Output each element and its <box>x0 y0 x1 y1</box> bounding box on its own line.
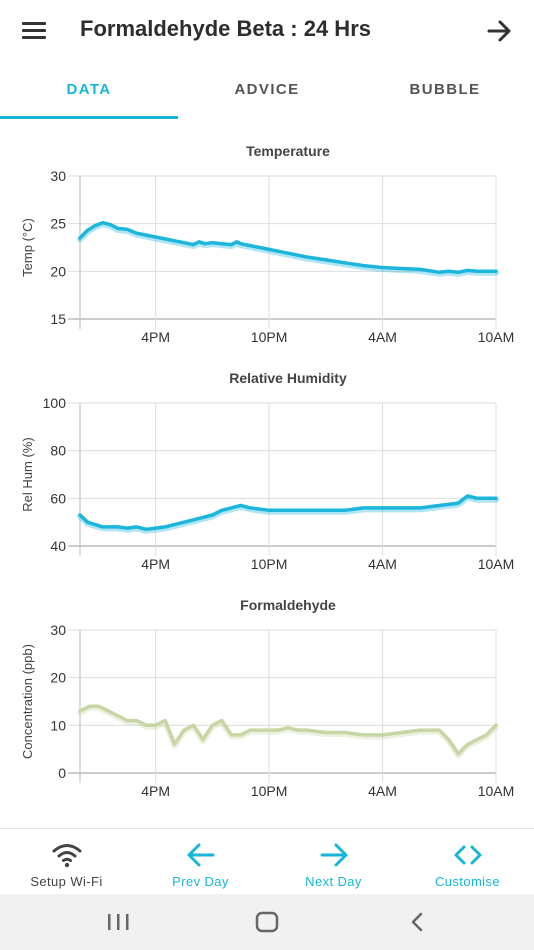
x-tick-label: 10PM <box>251 783 288 799</box>
arrow-right-icon <box>320 843 347 867</box>
tab-advice[interactable]: ADVICE <box>234 81 300 98</box>
series-line-shadow <box>77 221 499 277</box>
x-tick-label: 4AM <box>368 556 397 572</box>
y-tick-label: 15 <box>50 311 66 327</box>
series-line <box>78 704 498 756</box>
app-bar: Formaldehyde Beta : 24 Hrs <box>0 0 534 62</box>
back-icon[interactable] <box>398 908 438 936</box>
tab-indicator <box>0 116 178 119</box>
x-tick-label: 4PM <box>141 329 170 345</box>
x-tick-label: 10AM <box>478 329 515 345</box>
system-nav-bar <box>0 894 534 950</box>
y-tick-label: 0 <box>58 765 66 781</box>
y-tick-label: 80 <box>50 443 66 459</box>
x-tick-label: 10AM <box>478 556 515 572</box>
menu-icon[interactable] <box>20 19 50 43</box>
y-axis-label: Concentration (ppb) <box>20 644 35 759</box>
series-line <box>78 494 498 532</box>
arrow-right-icon[interactable] <box>484 16 516 46</box>
x-tick-label: 4AM <box>368 783 397 799</box>
bottom-nav: Setup Wi-Fi Prev Day Next Day Customise <box>0 828 534 895</box>
chart-title: Temperature <box>246 143 330 159</box>
y-tick-label: 30 <box>50 168 66 184</box>
home-icon[interactable] <box>247 908 287 936</box>
recents-icon[interactable] <box>98 908 138 936</box>
y-tick-label: 40 <box>50 538 66 554</box>
y-tick-label: 20 <box>50 263 66 279</box>
y-tick-label: 30 <box>50 622 66 638</box>
code-brackets-icon <box>454 845 481 865</box>
x-tick-label: 10AM <box>478 783 515 799</box>
customise-button[interactable]: Customise <box>401 829 534 895</box>
x-tick-label: 4PM <box>141 556 170 572</box>
prev-day-button[interactable]: Prev Day <box>134 829 267 895</box>
y-axis-label: Rel Hum (%) <box>20 437 35 511</box>
chart-title: Formaldehyde <box>240 597 336 613</box>
series-line <box>78 220 498 275</box>
prev-day-label: Prev Day <box>172 874 229 889</box>
setup-wifi-label: Setup Wi-Fi <box>30 874 103 889</box>
customise-label: Customise <box>434 874 500 889</box>
x-tick-label: 4PM <box>141 783 170 799</box>
x-tick-label: 10PM <box>251 556 288 572</box>
charts-area: Temperature Temp (°C) 30 25 20 15 4PM 10PM 4AM 10… <box>0 130 534 820</box>
y-tick-label: 10 <box>50 717 66 733</box>
series-line-shadow <box>77 494 499 534</box>
wifi-icon <box>52 844 81 868</box>
page-title: Formaldehyde Beta : 24 Hrs <box>80 16 371 41</box>
humidity-chart: Relative Humidity Rel Hum (%) 100 80 60 40 4PM… <box>20 370 515 572</box>
setup-wifi-button[interactable]: Setup Wi-Fi <box>0 829 133 895</box>
arrow-left-icon <box>187 843 214 867</box>
temperature-chart: Temperature Temp (°C) 30 25 20 15 4PM 10PM 4AM 10… <box>20 143 515 345</box>
x-tick-label: 4AM <box>368 329 397 345</box>
tab-bar: DATA ADVICE BUBBLE <box>0 62 534 120</box>
chart-title: Relative Humidity <box>229 370 347 386</box>
tab-data[interactable]: DATA <box>66 81 112 98</box>
y-tick-label: 100 <box>43 395 67 411</box>
y-tick-label: 60 <box>50 490 66 506</box>
y-axis-label: Temp (°C) <box>20 218 35 277</box>
y-tick-label: 25 <box>50 216 66 232</box>
next-day-label: Next Day <box>305 874 362 889</box>
formaldehyde-chart: Formaldehyde Concentration (ppb) 30 20 10 0 4P… <box>20 597 515 799</box>
x-tick-label: 10PM <box>251 329 288 345</box>
y-tick-label: 20 <box>50 670 66 686</box>
tab-bubble[interactable]: BUBBLE <box>409 81 481 98</box>
next-day-button[interactable]: Next Day <box>267 829 400 895</box>
